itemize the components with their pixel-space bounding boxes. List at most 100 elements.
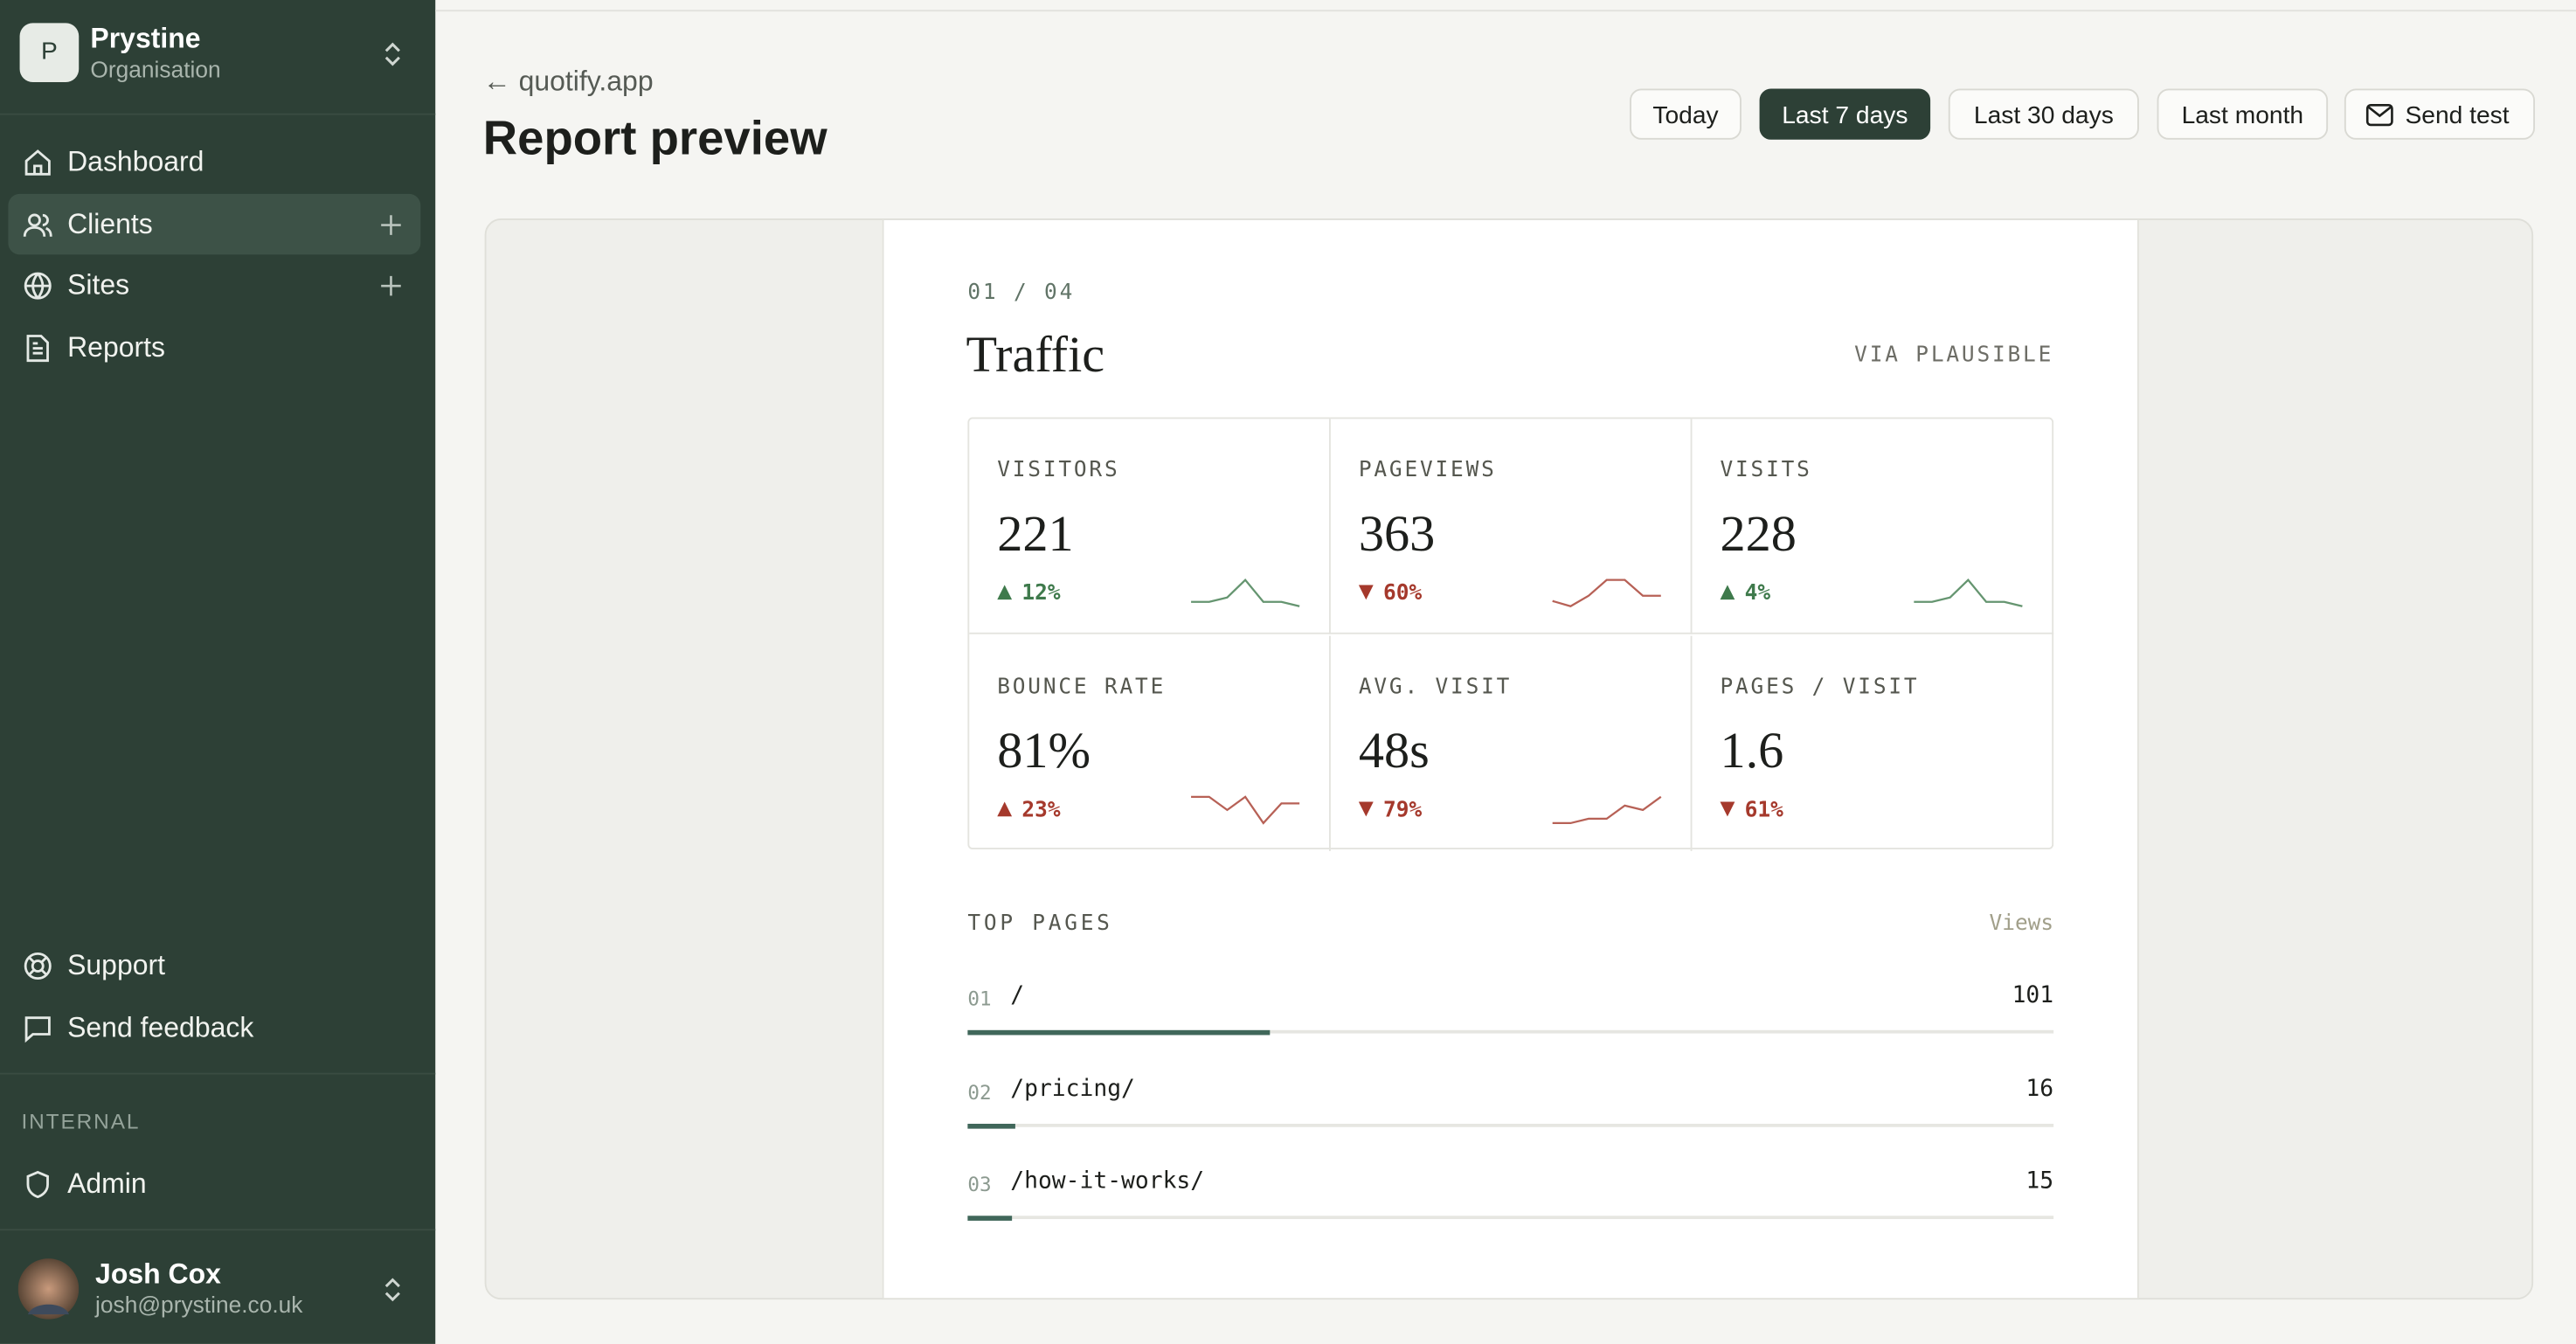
metrics-grid: VISITORS 221 12% PAGEVIEWS 363 60% VISITS 228 4%… [967, 417, 2054, 850]
change-arrow [997, 800, 1013, 816]
org-switch[interactable] [379, 39, 405, 69]
nav-item[interactable]: Support [8, 935, 420, 996]
nav-icon [26, 334, 49, 362]
change-arrow [1358, 585, 1374, 600]
send-test-button[interactable]: Send test [2344, 88, 2535, 140]
org-name: Prystine [90, 23, 201, 55]
range-button[interactable]: Today [1630, 88, 1742, 140]
metric-card: AVG. VISIT 48s 79% [1331, 634, 1693, 850]
sparkline-line [1552, 578, 1661, 607]
metric-change-value: 61% [1744, 797, 1783, 822]
button-label: Send test [2405, 101, 2510, 130]
range-button[interactable]: Last 7 days [1759, 88, 1931, 140]
top-border [435, 10, 2576, 12]
nav-icon [24, 272, 52, 301]
metric-change-value: 12% [1021, 581, 1061, 606]
change-arrow [1720, 585, 1735, 600]
report-title: Traffic [966, 325, 1105, 384]
sparkline [1914, 578, 2023, 607]
sparkline-line [1191, 578, 1300, 607]
sparkline [1191, 794, 1300, 824]
user-email: josh@prystine.co.uk [95, 1291, 303, 1318]
metric-change: 61% [1720, 798, 1783, 822]
range-button[interactable]: Last 30 days [1948, 88, 2139, 140]
sparkline [1552, 578, 1661, 607]
report-page: 01 / 04 Traffic VIA PLAUSIBLE TOP PAGES … [882, 219, 2139, 1299]
top-pages-title: TOP PAGES [967, 911, 1113, 937]
sparkline-line [1191, 794, 1300, 824]
nav-label: Send feedback [67, 1011, 254, 1043]
org-avatar: P [19, 23, 80, 83]
nav-icon [24, 149, 51, 176]
nav-label: Admin [67, 1167, 147, 1200]
bar [967, 1029, 1271, 1036]
metric-card: VISITS 228 4% [1692, 419, 2054, 634]
metric-value: 81% [997, 720, 1091, 779]
metric-label: AVG. VISIT [1358, 674, 1513, 699]
page-rank: 02 [967, 1080, 992, 1104]
nav-label: Sites [67, 269, 130, 301]
metric-change-value: 60% [1383, 581, 1423, 606]
section-label: INTERNAL [21, 1109, 141, 1134]
metric-change-value: 4% [1744, 581, 1771, 606]
metric-value: 228 [1720, 504, 1797, 562]
metric-card: PAGES / VISIT 1.6 61% [1693, 635, 2054, 850]
metric-change-value: 23% [1021, 797, 1061, 822]
nav-icon [23, 212, 52, 237]
add-button[interactable] [377, 273, 404, 299]
nav-label: Support [67, 949, 166, 981]
metric-change: 23% [997, 797, 1061, 822]
report-step: 01 / 04 [967, 281, 1076, 306]
bar [967, 1123, 1016, 1128]
page-path: /pricing/ [1010, 1075, 1135, 1102]
page-views: 16 [2025, 1075, 2054, 1102]
sidebar: P Prystine Organisation Dashboard Clients… [0, 0, 436, 1344]
nav-label: Clients [67, 208, 153, 239]
page-views: 101 [2012, 982, 2054, 1009]
nav-label: Dashboard [67, 146, 204, 178]
metric-change-value: 79% [1383, 797, 1423, 822]
top-page-row: 02/pricing/16 [967, 1072, 2054, 1128]
nav-item[interactable]: Admin [8, 1153, 420, 1215]
report-source: VIA PLAUSIBLE [1854, 343, 2054, 369]
metric-label: BOUNCE RATE [997, 674, 1167, 699]
nav-icon [24, 1015, 51, 1043]
page-rank: 01 [967, 987, 992, 1011]
sparkline [1552, 794, 1662, 824]
sparkline-line [1914, 578, 2023, 607]
range-button[interactable]: Last month [2157, 88, 2329, 140]
user-avatar [17, 1258, 80, 1320]
top-page-row: 03/how-it-works/15 [967, 1165, 2054, 1221]
sparkline-line [1552, 794, 1662, 824]
user-switch[interactable] [379, 1275, 405, 1305]
nav-item[interactable]: Send feedback [8, 996, 420, 1057]
page-path: / [1010, 982, 1025, 1009]
top-page-row: 01 / 101 [967, 980, 2054, 1036]
metric-change: 60% [1358, 581, 1423, 606]
metric-label: VISITORS [997, 458, 1120, 483]
top-pages-column: Views [1989, 911, 2054, 937]
metric-change: 4% [1720, 582, 1770, 606]
add-button[interactable] [377, 211, 404, 238]
nav-item[interactable]: Reports [8, 316, 420, 378]
nav-item[interactable]: Sites [8, 255, 420, 316]
metric-label: PAGES / VISIT [1720, 674, 1920, 699]
change-arrow [997, 585, 1013, 600]
sparkline [1191, 578, 1300, 607]
page-title: Report preview [482, 113, 828, 166]
nav-item[interactable]: Clients [8, 193, 421, 254]
metric-card: VISITORS 221 12% [969, 419, 1331, 634]
change-arrow [1358, 800, 1374, 816]
page-path: /how-it-works/ [1010, 1167, 1205, 1195]
org-subtitle: Organisation [90, 55, 221, 83]
bar-track [967, 1216, 2054, 1220]
nav-item[interactable]: Dashboard [8, 131, 420, 192]
nav-label: Reports [67, 331, 166, 364]
bar-track [967, 1029, 2054, 1034]
change-arrow [1720, 800, 1735, 816]
back-link[interactable]: ← quotify.app [482, 66, 654, 97]
metric-value: 363 [1358, 504, 1436, 562]
bar [967, 1216, 1013, 1221]
metric-change: 79% [1358, 797, 1423, 822]
